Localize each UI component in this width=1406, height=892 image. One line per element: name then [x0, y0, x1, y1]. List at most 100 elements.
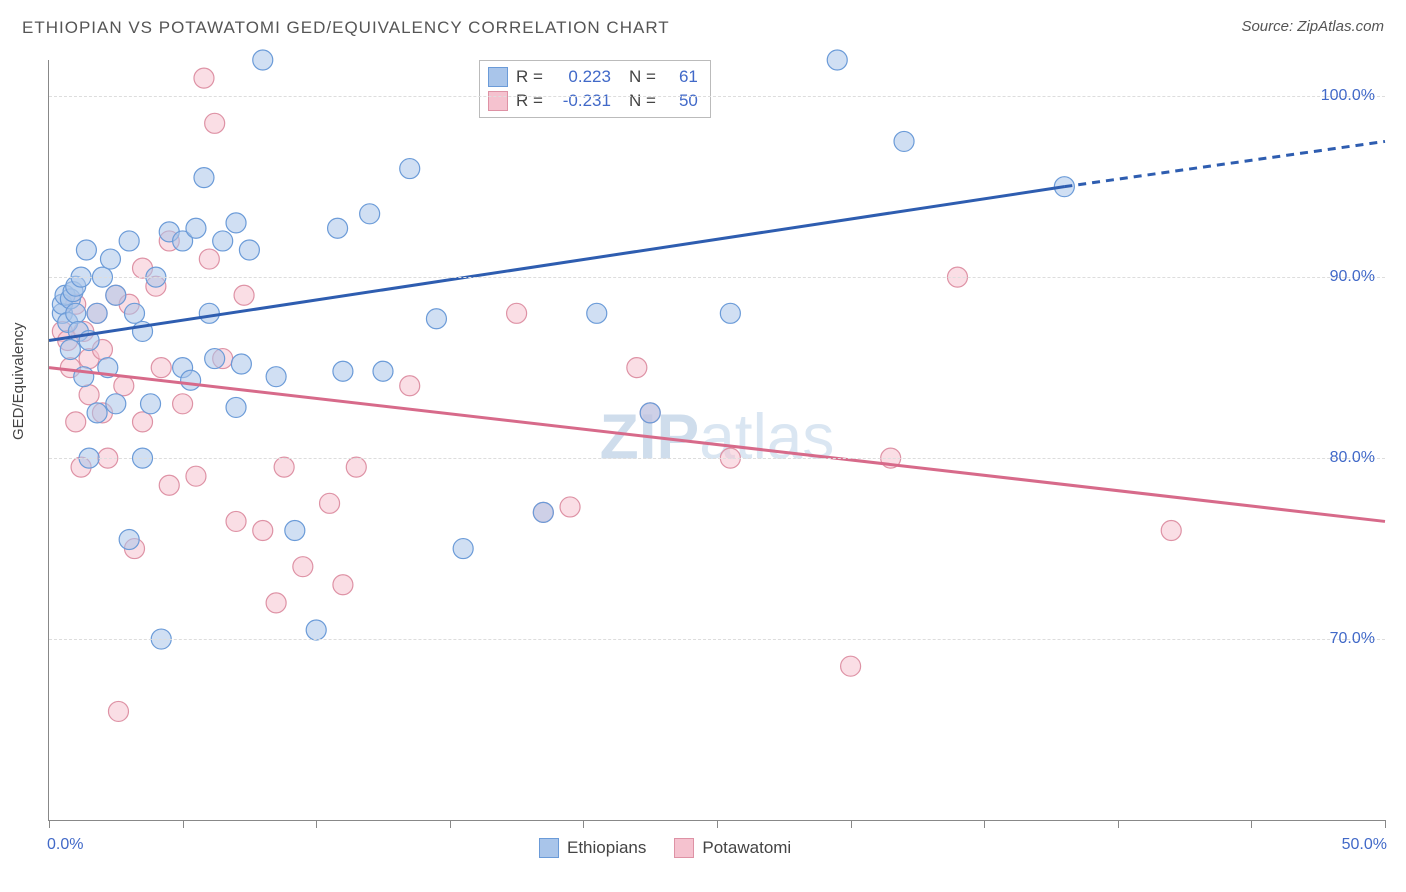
x-tick [1385, 820, 1386, 828]
x-tick [984, 820, 985, 828]
scatter-point [151, 358, 171, 378]
scatter-point [333, 361, 353, 381]
legend-series: Ethiopians Potawatomi [539, 838, 791, 858]
legend-n-label: N = [629, 89, 656, 113]
scatter-point [328, 218, 348, 238]
scatter-point [106, 394, 126, 414]
scatter-point [119, 231, 139, 251]
x-tick [851, 820, 852, 828]
scatter-point [360, 204, 380, 224]
scatter-point [106, 285, 126, 305]
scatter-point [76, 240, 96, 260]
gridline [49, 458, 1385, 459]
legend-r-label: R = [516, 65, 543, 89]
source-label: Source: ZipAtlas.com [1241, 18, 1384, 35]
scatter-point [60, 340, 80, 360]
scatter-point [87, 303, 107, 323]
legend-r-value: 0.223 [551, 65, 611, 89]
scatter-point [266, 367, 286, 387]
scatter-point [66, 412, 86, 432]
scatter-point [306, 620, 326, 640]
scatter-point [79, 385, 99, 405]
scatter-point [239, 240, 259, 260]
scatter-point [426, 309, 446, 329]
legend-swatch [488, 67, 508, 87]
scatter-point [234, 285, 254, 305]
scatter-point [133, 412, 153, 432]
scatter-point [253, 50, 273, 70]
scatter-point [266, 593, 286, 613]
scatter-point [194, 68, 214, 88]
scatter-point [100, 249, 120, 269]
scatter-point [199, 303, 219, 323]
legend-n-value: 61 [664, 65, 698, 89]
scatter-point [87, 403, 107, 423]
y-tick-label: 80.0% [1330, 449, 1375, 467]
y-tick-label: 70.0% [1330, 630, 1375, 648]
scatter-point [181, 370, 201, 390]
legend-stats: R = 0.223 N = 61R = -0.231 N = 50 [479, 60, 711, 118]
scatter-point [159, 475, 179, 495]
x-tick [316, 820, 317, 828]
scatter-point [720, 303, 740, 323]
trend-line-dashed [1064, 141, 1385, 186]
scatter-point [274, 457, 294, 477]
y-tick-label: 90.0% [1330, 268, 1375, 286]
scatter-point [560, 497, 580, 517]
scatter-point [333, 575, 353, 595]
legend-swatch [488, 91, 508, 111]
scatter-point [587, 303, 607, 323]
scatter-point [841, 656, 861, 676]
legend-series-label: Potawatomi [702, 838, 791, 858]
chart-title: ETHIOPIAN VS POTAWATOMI GED/EQUIVALENCY … [22, 18, 670, 38]
scatter-point [205, 349, 225, 369]
scatter-point [231, 354, 251, 374]
scatter-point [373, 361, 393, 381]
scatter-point [186, 218, 206, 238]
chart-svg [49, 60, 1385, 820]
legend-stat-row: R =0.223N =61 [488, 65, 698, 89]
legend-stat-row: R = -0.231 N = 50 [488, 89, 698, 113]
scatter-point [400, 376, 420, 396]
x-tick [717, 820, 718, 828]
scatter-point [507, 303, 527, 323]
scatter-point [533, 502, 553, 522]
scatter-point [253, 520, 273, 540]
scatter-point [141, 394, 161, 414]
scatter-point [894, 131, 914, 151]
legend-swatch [539, 838, 559, 858]
scatter-point [125, 303, 145, 323]
x-tick [1118, 820, 1119, 828]
scatter-point [205, 113, 225, 133]
x-tick [49, 820, 50, 828]
scatter-point [226, 213, 246, 233]
plot-area: ZIPatlas R =0.223N =61R =-0.231N =50 Eth… [48, 60, 1385, 821]
x-tick [183, 820, 184, 828]
scatter-point [627, 358, 647, 378]
y-axis-label: GED/Equivalency [10, 322, 27, 440]
scatter-point [199, 249, 219, 269]
gridline [49, 639, 1385, 640]
legend-swatch [674, 838, 694, 858]
scatter-point [226, 511, 246, 531]
legend-n-value: 50 [664, 89, 698, 113]
scatter-point [226, 397, 246, 417]
x-tick-label: 50.0% [1342, 836, 1387, 854]
scatter-point [194, 168, 214, 188]
x-tick [1251, 820, 1252, 828]
legend-r-label: R = [516, 89, 543, 113]
x-tick-label: 0.0% [47, 836, 83, 854]
scatter-point [346, 457, 366, 477]
legend-r-value: -0.231 [551, 89, 611, 113]
scatter-point [293, 557, 313, 577]
scatter-point [213, 231, 233, 251]
scatter-point [114, 376, 134, 396]
x-tick [450, 820, 451, 828]
legend-series-item: Ethiopians [539, 838, 646, 858]
scatter-point [66, 303, 86, 323]
gridline [49, 96, 1385, 97]
scatter-point [119, 530, 139, 550]
scatter-point [400, 159, 420, 179]
scatter-point [827, 50, 847, 70]
trend-line [49, 368, 1385, 522]
